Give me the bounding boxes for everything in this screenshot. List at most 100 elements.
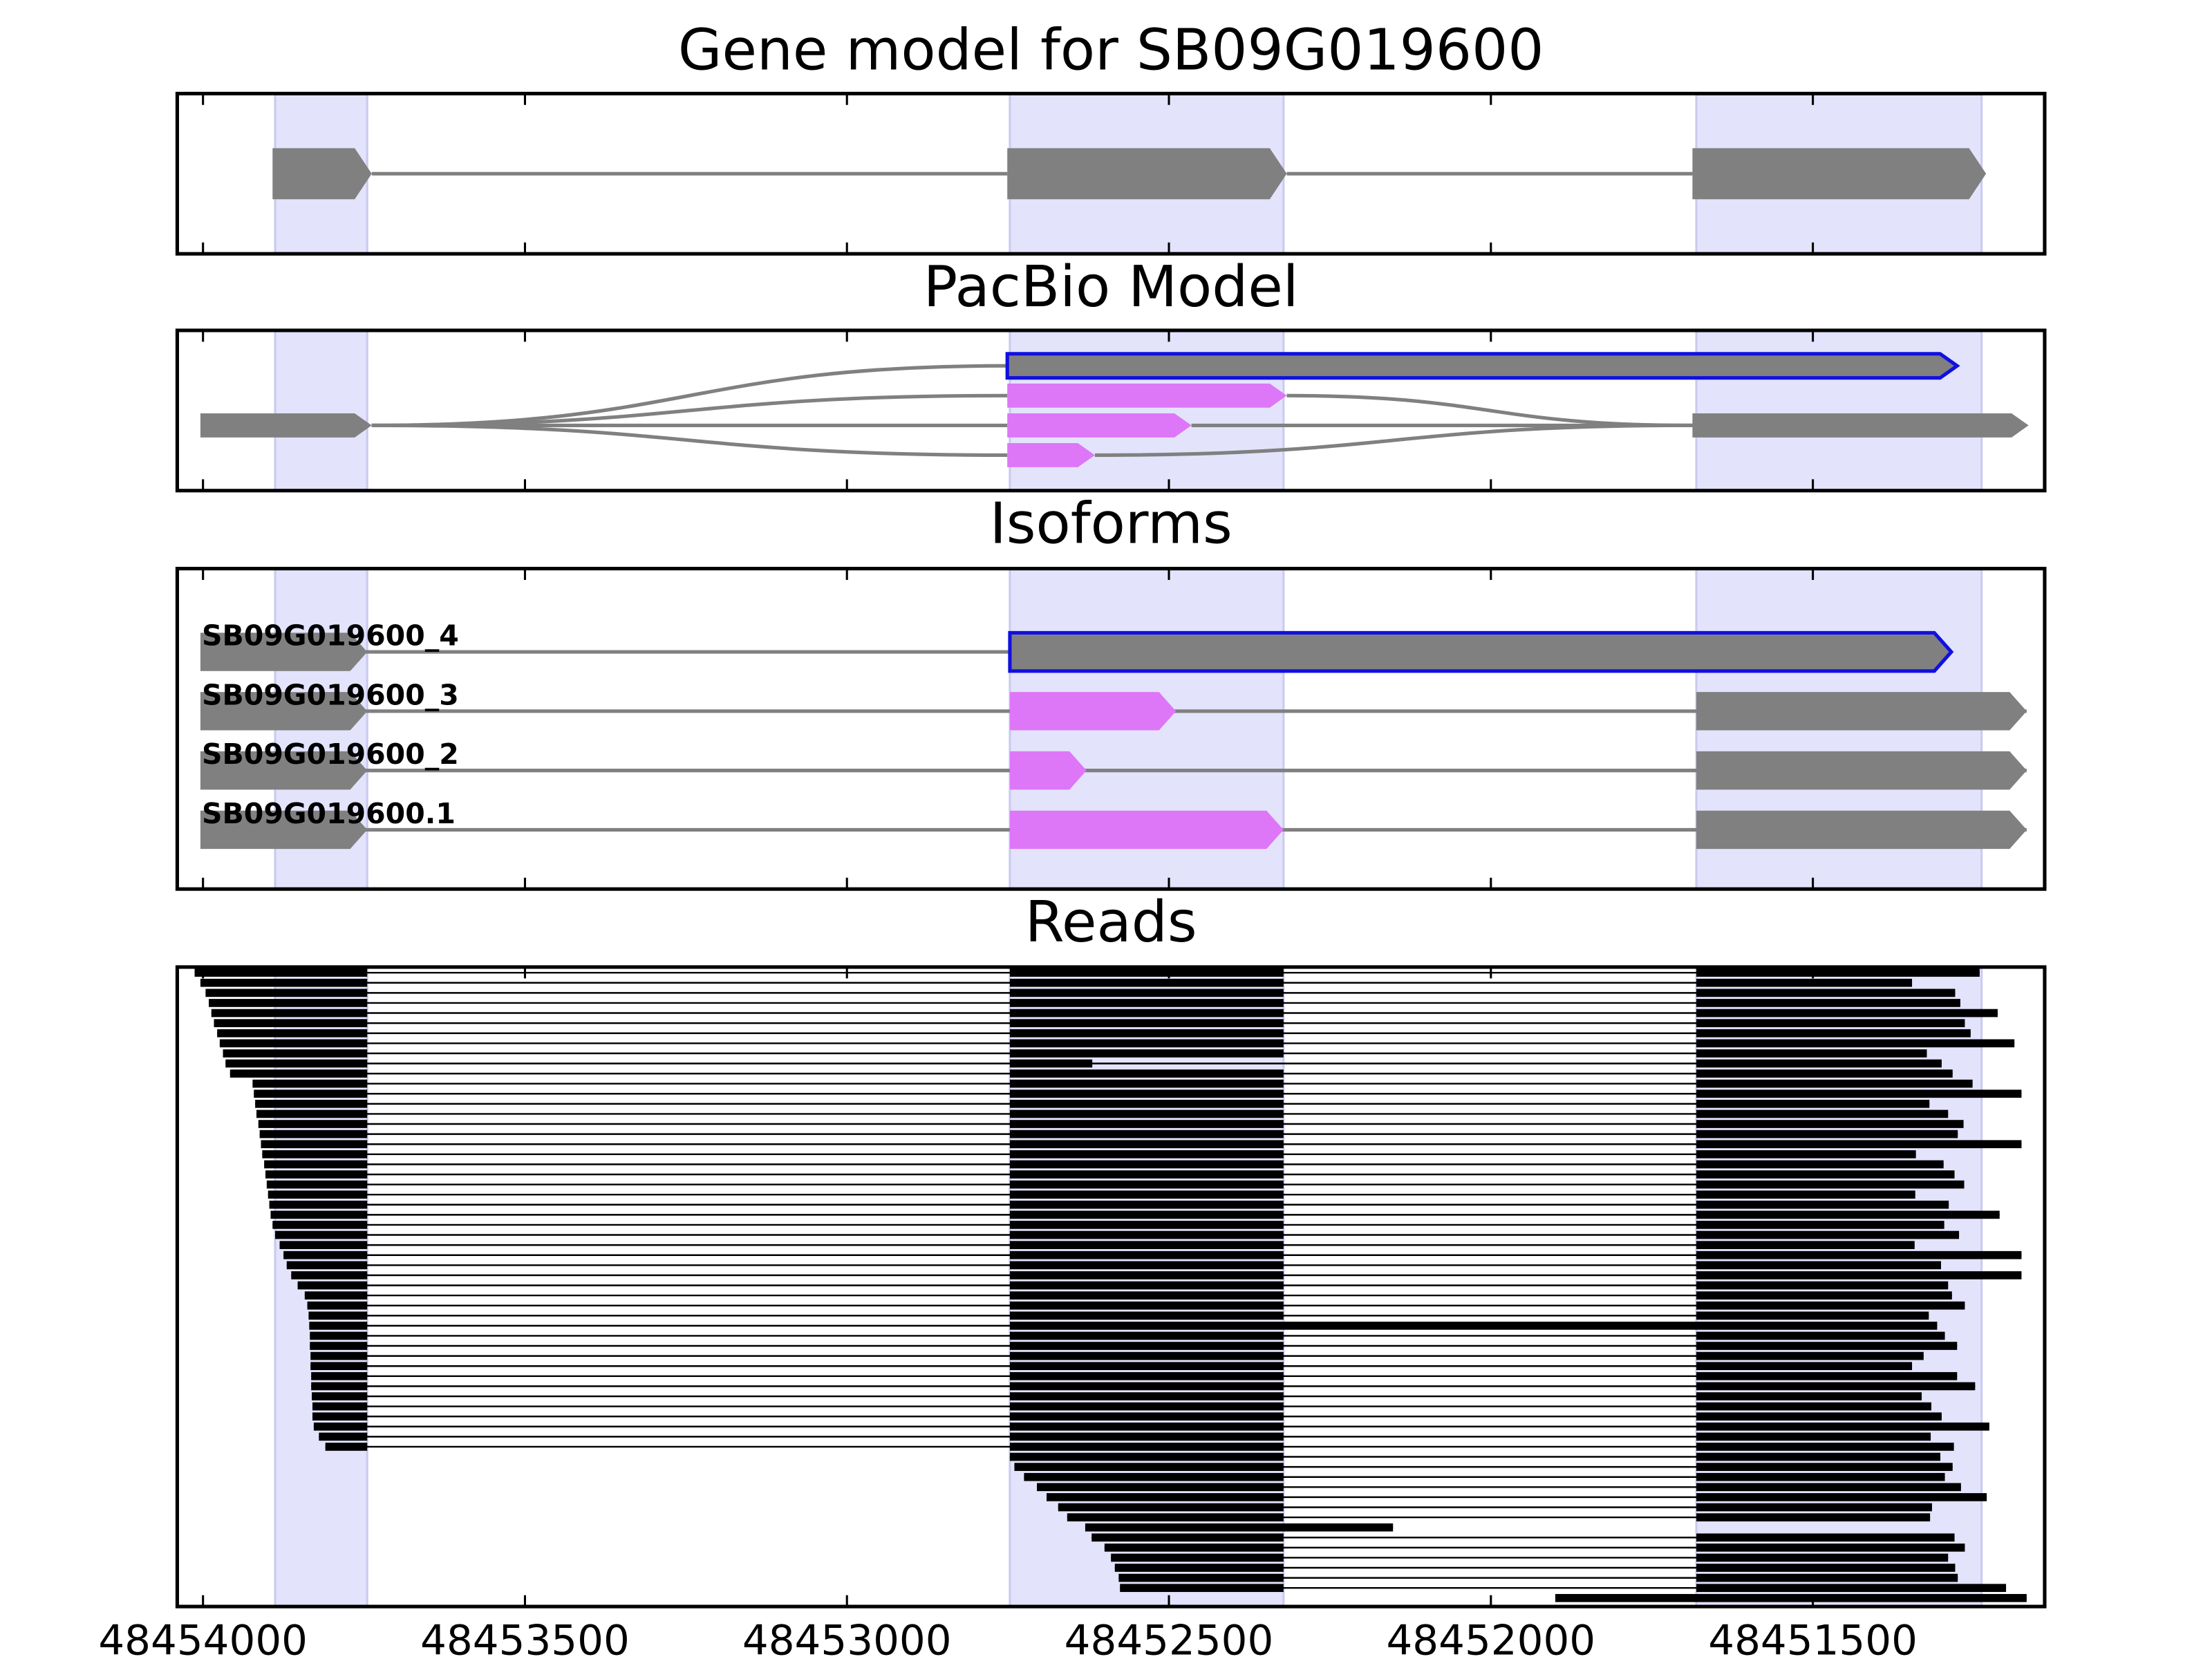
read-block: [1009, 1180, 1284, 1189]
read-block: [1696, 1200, 1949, 1209]
read-block: [1009, 1120, 1284, 1128]
isoform-label: SB09G019600.1: [202, 797, 456, 830]
read-block: [1696, 1402, 1931, 1411]
read-block: [211, 1009, 368, 1018]
read-block: [269, 1200, 368, 1209]
read-block: [1009, 1079, 1284, 1088]
read-block: [194, 968, 368, 977]
read-block: [1009, 1392, 1284, 1400]
axes-frame: [175, 91, 2047, 256]
read-block: [1047, 1493, 1284, 1501]
read-block: [1696, 988, 1956, 997]
read-block: [1009, 1059, 1093, 1068]
read-block: [1696, 1291, 1952, 1300]
read-block: [1696, 1533, 1955, 1542]
read-block: [1696, 1230, 1960, 1239]
read-block: [270, 1210, 368, 1219]
read-block: [1696, 1170, 1955, 1179]
read-block: [1009, 1210, 1284, 1219]
exon: [200, 751, 368, 790]
read-block: [1696, 1069, 1953, 1078]
read-block: [1696, 1150, 1916, 1159]
read-block: [1696, 1059, 1942, 1068]
read-block: [1009, 1230, 1284, 1239]
junction: [371, 423, 1008, 458]
panel-title: Isoforms: [990, 491, 1232, 557]
read-block: [1009, 1100, 1284, 1108]
read-block: [1009, 1432, 1284, 1441]
exon: [1007, 148, 1287, 200]
read-block: [265, 1170, 368, 1179]
read-block: [1696, 1382, 1976, 1391]
x-tick-label: 48452000: [1386, 1618, 1595, 1659]
read-block: [1696, 1190, 1915, 1199]
read-block: [1085, 1523, 1394, 1532]
read-block: [1696, 1392, 1922, 1400]
read-block: [312, 1412, 368, 1421]
read-block: [1009, 1019, 1284, 1027]
read-block: [1696, 1221, 1944, 1229]
read-block: [312, 1392, 368, 1400]
read-block: [1114, 1564, 1284, 1572]
read-block: [1009, 1190, 1284, 1199]
read-block: [1014, 1463, 1284, 1471]
read-block: [1696, 1493, 1987, 1501]
read-block: [223, 1049, 368, 1058]
exon: [1009, 751, 1087, 790]
read-block: [286, 1261, 368, 1270]
read-block: [1696, 1140, 2022, 1149]
read-block: [311, 1382, 368, 1391]
read-block: [209, 999, 368, 1007]
read-block: [283, 1250, 368, 1259]
read-block: [261, 1140, 368, 1149]
read-block: [309, 1322, 368, 1330]
read-block: [214, 1019, 368, 1027]
read-block: [1009, 1452, 1284, 1461]
read-block: [1696, 1371, 1958, 1380]
read-block: [304, 1291, 368, 1300]
read-block: [1104, 1544, 1284, 1552]
junction: [371, 393, 1008, 427]
read-block: [1696, 1311, 1929, 1320]
read-block: [1009, 988, 1284, 997]
read-block: [1111, 1553, 1284, 1562]
read-block: [1009, 1170, 1284, 1179]
exon: [1007, 383, 1287, 408]
read-block: [279, 1241, 368, 1249]
exon: [1005, 352, 1960, 380]
read-block: [1696, 1261, 1941, 1270]
read-block: [1696, 1422, 1989, 1431]
read-block: [1009, 1029, 1284, 1038]
read-block: [1009, 1342, 1284, 1350]
read-block: [1696, 978, 1913, 987]
read-block: [312, 1402, 368, 1411]
read-block: [1009, 1311, 1284, 1320]
x-tick-label: 48453500: [420, 1618, 630, 1659]
read-block: [1009, 1362, 1284, 1371]
read-block: [1118, 1573, 1284, 1582]
read-block: [1009, 1049, 1284, 1058]
read-block: [1696, 1281, 1949, 1290]
read-block: [225, 1059, 368, 1068]
read-block: [219, 1039, 368, 1048]
read-block: [254, 1089, 368, 1098]
read-block: [1696, 1130, 1958, 1138]
read-block: [1009, 1009, 1284, 1018]
read-block: [264, 1160, 368, 1169]
read-block: [1696, 1049, 1927, 1058]
read-block: [319, 1432, 368, 1441]
read-block: [1009, 1241, 1284, 1249]
read-block: [1696, 1573, 1958, 1582]
read-block: [1120, 1584, 1284, 1593]
exon: [200, 413, 372, 438]
read-block: [310, 1331, 368, 1340]
read-block: [1009, 1221, 1284, 1229]
read-block: [1696, 1039, 2015, 1048]
read-block: [1009, 1271, 1284, 1280]
read-block: [1009, 1291, 1284, 1300]
read-block: [1009, 1261, 1284, 1270]
read-block: [1696, 1019, 1965, 1027]
read-block: [307, 1301, 368, 1310]
